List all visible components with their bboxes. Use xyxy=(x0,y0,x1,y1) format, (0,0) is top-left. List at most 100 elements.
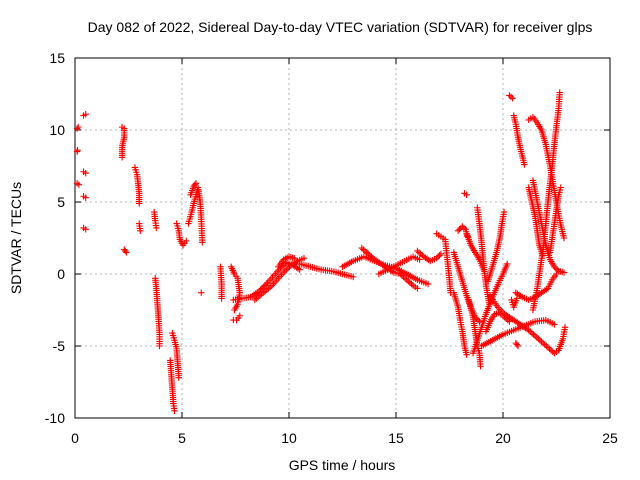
data-point xyxy=(463,351,470,358)
data-point xyxy=(416,256,423,263)
data-point xyxy=(192,180,200,187)
data-point xyxy=(361,247,369,255)
data-point xyxy=(123,249,130,256)
data-point xyxy=(544,344,552,351)
x-tick-label: 0 xyxy=(71,430,79,446)
data-point xyxy=(552,265,559,272)
data-point xyxy=(291,254,298,262)
data-point xyxy=(535,335,542,342)
y-tick-label: -10 xyxy=(45,410,65,426)
data-point xyxy=(415,249,423,256)
data-point xyxy=(236,312,243,319)
data-point xyxy=(536,337,544,344)
y-tick-label: -5 xyxy=(53,338,66,354)
data-point xyxy=(538,338,545,345)
data-point xyxy=(358,244,365,252)
data-point xyxy=(153,224,160,232)
data-point xyxy=(556,89,563,96)
data-point xyxy=(350,273,357,281)
data-point xyxy=(171,407,178,414)
data-point xyxy=(424,280,432,288)
data-point xyxy=(436,252,443,259)
data-point xyxy=(137,227,144,234)
data-point xyxy=(175,374,182,381)
data-point xyxy=(231,306,238,314)
data-point xyxy=(118,154,126,161)
data-point xyxy=(561,324,569,331)
data-point xyxy=(122,247,129,255)
axis-ticks xyxy=(74,57,611,419)
data-point xyxy=(541,341,548,348)
plot-frame xyxy=(74,57,611,419)
x-tick-label: 5 xyxy=(178,430,186,446)
data-point xyxy=(531,332,539,340)
data-point xyxy=(73,125,81,132)
data-point xyxy=(463,191,470,198)
data-point xyxy=(506,92,513,99)
x-tick-label: 10 xyxy=(281,430,297,446)
y-tick-label: 0 xyxy=(57,266,65,282)
y-tick-label: 10 xyxy=(49,122,65,138)
y-axis-label: SDTVAR / TECUs xyxy=(8,182,24,294)
data-point xyxy=(360,246,367,253)
data-point xyxy=(156,342,163,350)
data-point xyxy=(261,282,268,289)
data-point xyxy=(199,239,206,246)
data-point xyxy=(414,247,421,255)
data-point xyxy=(82,194,89,201)
data-point xyxy=(417,250,424,258)
data-point xyxy=(557,184,564,191)
data-point xyxy=(539,339,547,347)
data-point xyxy=(408,280,415,288)
data-point xyxy=(406,279,414,286)
data-point xyxy=(257,286,264,294)
data-point xyxy=(528,329,536,337)
data-point xyxy=(530,331,537,338)
data-point xyxy=(507,93,515,101)
data-point xyxy=(75,123,82,131)
data-point xyxy=(533,334,540,341)
x-tick-labels: 0 5 10 15 20 25 xyxy=(71,430,618,446)
data-point xyxy=(543,342,550,350)
data-point xyxy=(560,234,568,242)
data-point xyxy=(500,208,508,216)
data-point xyxy=(258,285,266,292)
y-tick-labels: -10 -5 0 5 10 15 xyxy=(45,50,65,426)
chart-title: Day 082 of 2022, Sidereal Day-to-day VTE… xyxy=(88,19,593,35)
data-point xyxy=(183,237,190,245)
x-tick-label: 15 xyxy=(388,430,404,446)
data-point xyxy=(560,269,568,276)
data-point xyxy=(191,181,199,188)
data-point xyxy=(434,253,442,260)
x-axis-label: GPS time / hours xyxy=(289,457,396,473)
y-tick-label: 15 xyxy=(49,50,65,66)
data-point xyxy=(513,341,521,348)
data-point xyxy=(260,283,267,291)
data-point xyxy=(296,266,303,273)
data-point xyxy=(474,316,482,324)
x-tick-label: 25 xyxy=(602,430,618,446)
data-point xyxy=(74,146,81,154)
data-point xyxy=(547,347,555,354)
data-points xyxy=(73,89,569,414)
data-point xyxy=(456,226,463,233)
data-point xyxy=(198,289,205,296)
data-point xyxy=(433,254,440,262)
grid-lines xyxy=(75,58,610,418)
data-point xyxy=(476,318,483,325)
data-point xyxy=(554,266,561,273)
data-point xyxy=(521,161,528,168)
data-point xyxy=(459,223,466,230)
data-point xyxy=(82,110,89,118)
data-point xyxy=(218,295,225,302)
data-point xyxy=(262,280,270,288)
data-point xyxy=(477,362,484,370)
data-point xyxy=(485,299,493,306)
x-tick-label: 20 xyxy=(495,430,511,446)
data-point xyxy=(509,95,516,102)
data-point xyxy=(300,254,308,262)
data-point xyxy=(82,170,89,177)
data-point xyxy=(414,285,421,292)
data-point xyxy=(82,226,89,233)
